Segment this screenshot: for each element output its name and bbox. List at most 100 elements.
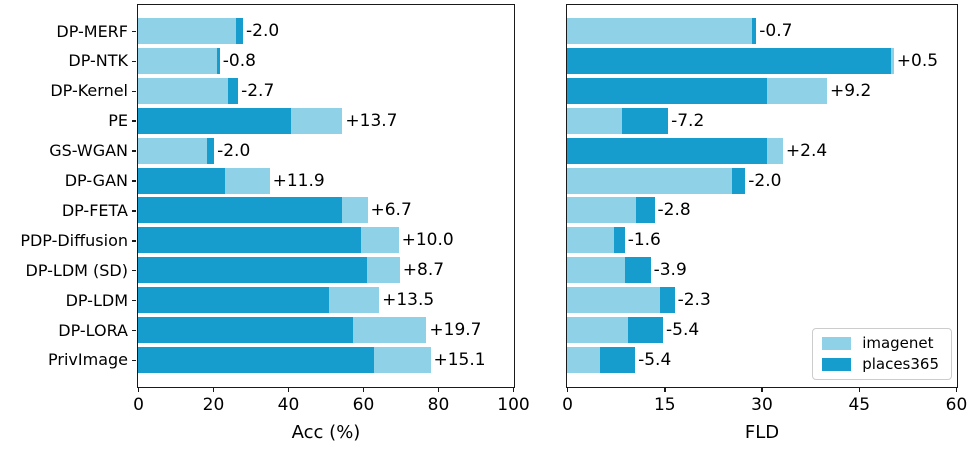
diff-annotation: -2.3 [677, 290, 711, 311]
x-tick-label: 0 [562, 395, 573, 415]
places365-swatch-icon [822, 358, 852, 371]
bar-places365 [138, 227, 362, 254]
category-label: DP-MERF [56, 21, 128, 41]
category-label: DP-LDM [65, 290, 128, 310]
bar-places365 [567, 77, 768, 104]
category-label: DP-GAN [64, 171, 128, 190]
diff-annotation: -2.0 [748, 170, 782, 191]
bar-imagenet [138, 47, 217, 74]
diff-annotation: +10.0 [401, 230, 454, 251]
diff-annotation: -7.2 [671, 110, 705, 131]
legend-item-places365: places365 [822, 357, 939, 372]
x-tick-label: 15 [653, 395, 676, 415]
y-tick-mark [132, 180, 136, 182]
imagenet-swatch-icon [822, 337, 852, 350]
x-tick-mark [566, 388, 569, 392]
bar-imagenet [567, 346, 601, 373]
y-tick-mark [132, 299, 136, 302]
diff-annotation: -2.0 [246, 21, 280, 41]
bar-imagenet [567, 18, 752, 44]
bar-imagenet [567, 317, 628, 343]
diff-annotation: -0.8 [222, 50, 256, 71]
legend: imagenet places365 [812, 328, 952, 380]
diff-annotation: -2.7 [241, 80, 275, 101]
diff-annotation: +9.2 [830, 80, 872, 101]
bar-imagenet [138, 77, 228, 104]
x-tick-mark [437, 388, 440, 392]
y-tick-mark [132, 359, 136, 362]
bar-imagenet [567, 167, 733, 194]
y-tick-mark [132, 30, 136, 33]
x-tick-label: 80 [427, 395, 450, 415]
x-tick-label: 45 [848, 395, 871, 415]
category-label: GS-WGAN [49, 141, 128, 161]
diff-annotation: +6.7 [370, 200, 412, 221]
y-tick-mark [132, 269, 136, 272]
bar-places365 [567, 137, 768, 164]
bar-places365 [138, 346, 374, 373]
y-tick-mark [132, 60, 136, 63]
category-label: DP-FETA [61, 200, 128, 220]
acc-axis-label: Acc (%) [291, 422, 361, 443]
diff-annotation: +0.5 [896, 50, 939, 71]
x-tick-label: 100 [497, 395, 530, 415]
category-label: DP-NTK [68, 51, 128, 71]
legend-label-imagenet: imagenet [862, 334, 934, 352]
diff-annotation: -0.7 [759, 21, 793, 41]
x-tick-mark [664, 388, 666, 392]
bar-places365 [138, 167, 225, 194]
x-tick-mark [287, 388, 290, 392]
bar-places365 [138, 107, 291, 134]
y-tick-mark [132, 150, 136, 152]
x-tick-mark [858, 388, 860, 392]
bar-imagenet [138, 137, 207, 164]
fld-axis-label: FLD [744, 422, 780, 443]
legend-label-places365: places365 [862, 355, 939, 373]
x-tick-label: 40 [277, 395, 300, 415]
bar-imagenet [567, 257, 626, 284]
x-tick-mark [512, 388, 515, 392]
x-tick-mark [362, 388, 365, 392]
diff-annotation: +13.7 [345, 110, 398, 131]
category-label: PDP-Diffusion [20, 230, 128, 250]
category-label: DP-Kernel [50, 81, 128, 101]
y-tick-mark [132, 120, 136, 122]
diff-annotation: -1.6 [627, 230, 661, 251]
y-tick-mark [132, 240, 136, 242]
x-tick-mark [955, 388, 958, 392]
category-label: DP-LDM (SD) [25, 260, 128, 280]
diff-annotation: -5.4 [666, 320, 700, 340]
diff-annotation: +11.9 [272, 170, 325, 191]
x-tick-label: 30 [751, 395, 773, 415]
category-label: PE [108, 111, 128, 131]
x-tick-label: 60 [945, 395, 968, 415]
x-tick-label: 20 [202, 395, 225, 415]
diff-annotation: +13.5 [382, 290, 435, 311]
legend-item-imagenet: imagenet [822, 336, 939, 351]
bar-places365 [138, 317, 353, 343]
bar-imagenet [567, 197, 637, 224]
bar-imagenet [567, 107, 622, 134]
acc-plot-area: -2.0 -0.8 -2.7 +13.7 -2.0 +11.9 +6.7 +10.0 +8.7 +… [137, 4, 515, 388]
diff-annotation: -3.9 [653, 260, 687, 281]
diff-annotation: +19.7 [429, 320, 482, 340]
x-tick-mark [761, 388, 763, 392]
category-label: DP-LORA [58, 320, 128, 340]
x-tick-mark [137, 388, 140, 392]
bar-places365 [138, 257, 368, 284]
bar-imagenet [567, 287, 660, 314]
fld-plot-area: imagenet places365 -0.7 +0.5 +9.2 -7.2 +2.4-… [566, 4, 958, 388]
diff-annotation: +8.7 [402, 260, 445, 281]
y-tick-mark [132, 329, 136, 332]
y-tick-mark [132, 90, 136, 92]
x-tick-label: 60 [352, 395, 375, 415]
diff-annotation: -2.0 [217, 140, 251, 161]
bar-places365 [138, 197, 343, 224]
bar-imagenet [567, 227, 615, 254]
x-tick-mark [212, 388, 215, 392]
diff-annotation: +15.1 [433, 349, 486, 370]
x-tick-label: 0 [133, 395, 144, 415]
diff-annotation: -5.4 [638, 349, 672, 370]
bar-places365 [138, 287, 329, 314]
